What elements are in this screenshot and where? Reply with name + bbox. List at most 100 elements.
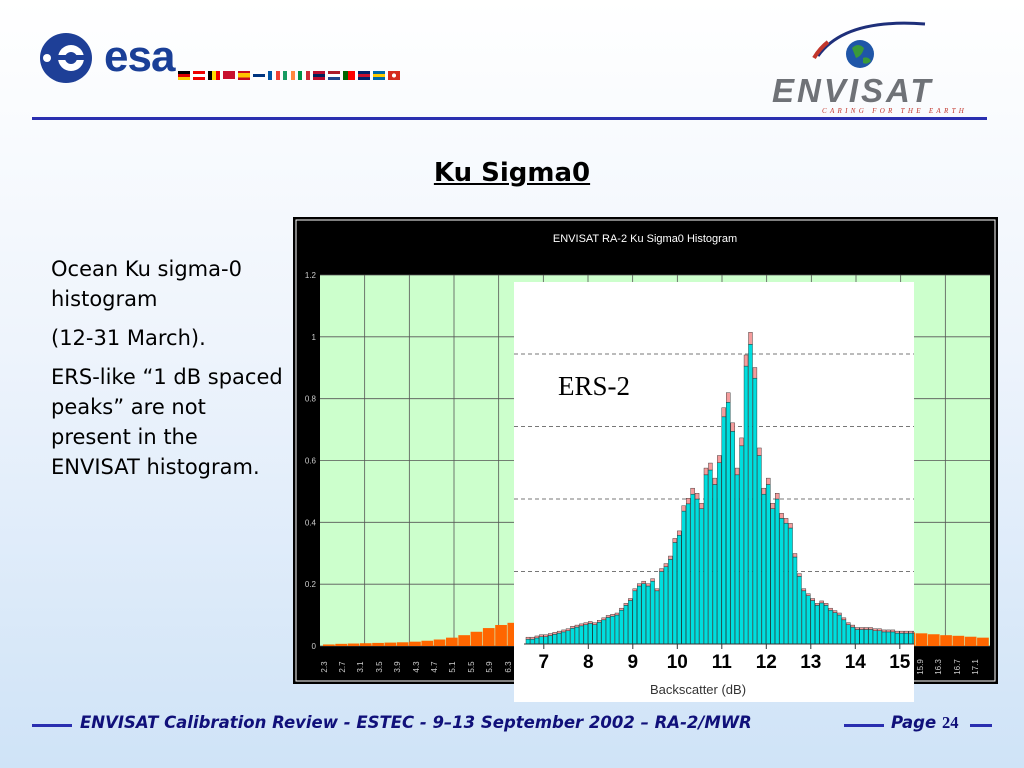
denmark-flag — [223, 71, 235, 80]
body-paragraph: ERS-like “1 dB spaced peaks” are not pre… — [51, 365, 283, 479]
bar-cap — [775, 492, 780, 500]
histogram-bar — [792, 556, 798, 645]
histogram-bar — [421, 640, 434, 646]
y-tick-label: 0.8 — [305, 395, 317, 404]
histogram-bar — [525, 638, 531, 645]
histogram-bar — [556, 632, 562, 645]
bar-cap — [904, 630, 909, 634]
bar-cap — [605, 615, 611, 618]
histogram-bar — [964, 636, 977, 646]
histogram-bar — [890, 631, 896, 645]
x-tick-label: 16.7 — [953, 659, 962, 675]
bar-cap — [770, 503, 775, 509]
bar-cap — [556, 630, 562, 634]
histogram-bar — [761, 493, 767, 645]
histogram-bar — [846, 624, 851, 645]
x-tick-label: 15 — [889, 652, 911, 673]
histogram-bar — [739, 445, 744, 645]
histogram-bar — [619, 609, 624, 645]
bar-cap — [628, 598, 633, 601]
portugal-flag — [343, 71, 355, 80]
bar-cap — [663, 563, 669, 567]
x-tick-label: 6.3 — [504, 661, 513, 673]
bar-cap — [632, 588, 637, 592]
histogram-bar — [708, 469, 713, 645]
bar-cap — [890, 629, 896, 633]
histogram-bar — [766, 484, 771, 645]
bar-cap — [877, 628, 882, 631]
histogram-bar — [335, 643, 347, 646]
bar-cap — [792, 553, 798, 558]
bar-cap — [583, 622, 588, 625]
bar-cap — [530, 636, 535, 640]
bar-cap — [614, 612, 620, 616]
histogram-bar — [783, 522, 789, 645]
histogram-bar — [712, 484, 718, 645]
histogram-bar — [668, 559, 673, 645]
bar-cap — [712, 477, 718, 485]
histogram-bar — [940, 635, 952, 646]
bar-cap — [846, 622, 851, 625]
histogram-bar — [507, 622, 520, 646]
histogram-bar — [470, 631, 483, 646]
uk-flag — [358, 71, 370, 80]
y-tick-label: 0.4 — [305, 518, 317, 527]
bar-cap — [685, 498, 691, 505]
histogram-bar — [628, 600, 633, 645]
bar-cap — [703, 467, 709, 476]
bar-cap — [659, 568, 664, 572]
histogram-bar — [952, 635, 965, 646]
bar-cap — [565, 628, 571, 631]
bar-cap — [850, 624, 856, 628]
histogram-bar — [530, 638, 535, 645]
histogram-bar — [899, 632, 904, 645]
histogram-bar — [614, 614, 620, 645]
bar-cap — [823, 603, 829, 606]
histogram-bar — [748, 344, 753, 645]
histogram-bar — [717, 462, 722, 645]
bar-cap — [837, 612, 842, 616]
histogram-bar — [819, 602, 824, 645]
bar-cap — [579, 623, 584, 627]
histogram-bar — [801, 590, 807, 645]
bar-cap — [561, 629, 566, 633]
histogram-bar — [877, 630, 882, 645]
bar-cap — [832, 610, 838, 613]
bar-cap — [886, 629, 891, 633]
histogram-bar — [610, 615, 615, 645]
histogram-bar — [495, 624, 507, 646]
histogram-bar — [734, 474, 740, 645]
histogram-bar — [543, 636, 548, 645]
histogram-bar — [823, 605, 829, 645]
histogram-bar — [681, 510, 686, 645]
x-tick-label: 7 — [539, 652, 550, 673]
bar-cap — [588, 621, 593, 624]
bar-cap — [757, 447, 762, 456]
histogram-bar — [650, 580, 655, 645]
x-tick-label: 15.9 — [916, 659, 925, 675]
austria-flag — [193, 71, 205, 80]
histogram-bar — [863, 629, 869, 645]
bar-cap — [752, 367, 758, 379]
histogram-bar — [841, 619, 847, 645]
bar-cap — [650, 578, 655, 582]
bar-cap — [610, 614, 615, 617]
bar-cap — [801, 588, 807, 592]
bar-cap — [815, 603, 820, 606]
germany-flag — [178, 71, 190, 80]
norway-flag — [313, 71, 325, 80]
histogram-bar — [927, 634, 940, 646]
histogram-bar — [872, 630, 878, 645]
bar-cap — [552, 632, 557, 635]
spain-flag — [238, 71, 250, 80]
footer-rule — [970, 724, 992, 727]
y-tick-label: 1.2 — [305, 271, 317, 280]
bar-cap — [717, 455, 722, 463]
footer: ENVISAT Calibration Review - ESTEC - 9–1… — [0, 713, 1024, 737]
y-tick-label: 0.6 — [305, 457, 317, 466]
x-tick-label: 16.3 — [934, 659, 943, 675]
histogram-bar — [623, 605, 629, 645]
histogram-bar — [539, 636, 544, 645]
bar-cap — [721, 407, 726, 418]
histogram-bar — [977, 637, 989, 646]
